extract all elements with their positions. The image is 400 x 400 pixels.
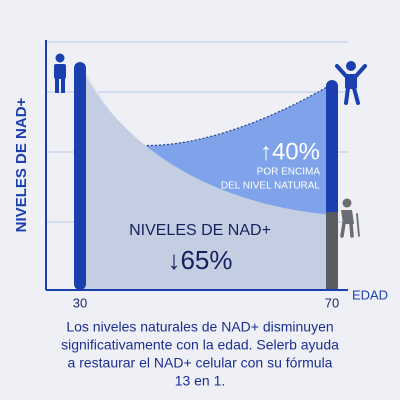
caption-line: 13 en 1.: [175, 373, 226, 389]
boost-text: DEL NIVEL NATURAL: [221, 181, 321, 192]
boost-curve: [134, 83, 333, 147]
x-tick-label: 70: [325, 295, 339, 310]
icon-elderly: [340, 198, 360, 238]
x-axis-label: EDAD: [352, 287, 388, 302]
icon-jumping: [335, 61, 367, 105]
y-axis-label: NIVELES DE NAD+: [13, 97, 30, 232]
x-tick-label: 30: [73, 295, 87, 310]
bar-boost: [326, 80, 338, 220]
bar-young: [74, 62, 86, 290]
caption-line: significativamente con la edad. Selerb a…: [61, 337, 339, 353]
icon-young: [54, 53, 66, 93]
boost-value: ↑40%: [260, 138, 320, 165]
natural-area: [80, 64, 332, 290]
bar-natural: [326, 212, 338, 290]
caption-line: a restaurar el NAD+ celular con su fórmu…: [68, 355, 333, 371]
decline-value: ↓65%: [167, 245, 232, 275]
caption-line: Los niveles naturales de NAD+ disminuyen: [66, 319, 333, 335]
boost-area: [135, 84, 332, 215]
decline-label: NIVELES DE NAD+: [129, 222, 271, 239]
boost-text: POR ENCIMA: [257, 167, 321, 178]
